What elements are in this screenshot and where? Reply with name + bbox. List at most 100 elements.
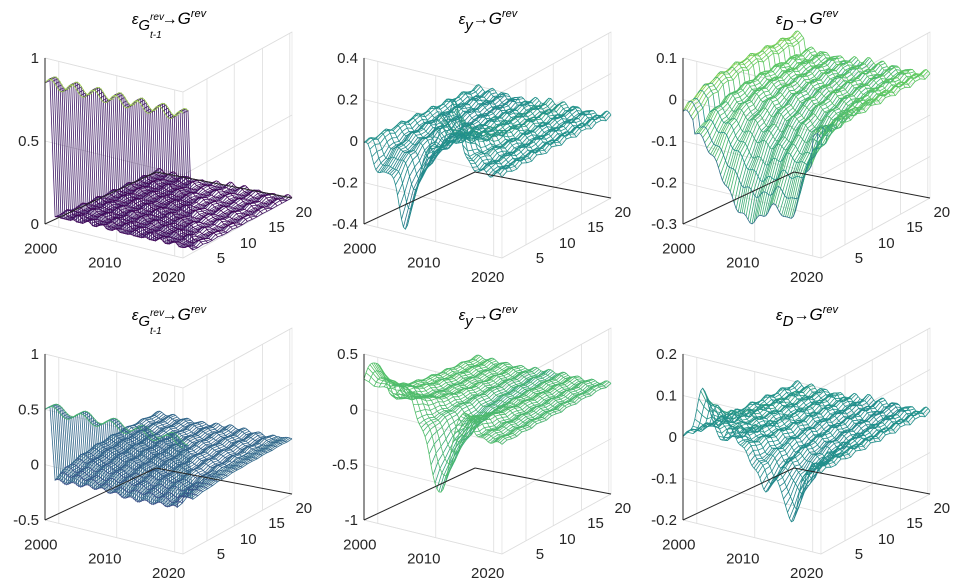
z-gridline bbox=[363, 197, 612, 259]
surface-mesh bbox=[682, 380, 931, 523]
mesh-line-horizon bbox=[444, 98, 582, 134]
mesh-line-horizon bbox=[414, 113, 552, 149]
y-tick-label: 20 bbox=[295, 204, 312, 221]
y-tick-label: 10 bbox=[559, 531, 576, 548]
title-part: ε bbox=[776, 307, 783, 324]
z-gridline bbox=[363, 327, 612, 389]
mesh-line-horizon bbox=[713, 76, 852, 136]
mesh-line-horizon bbox=[444, 368, 582, 400]
mesh-line-horizon bbox=[80, 453, 218, 485]
z-gridline bbox=[363, 31, 612, 93]
mesh-line-horizon bbox=[697, 90, 837, 166]
y-tick-label: 5 bbox=[855, 250, 863, 267]
mesh-line-horizon bbox=[135, 179, 273, 209]
title-part: y bbox=[464, 17, 474, 34]
mesh-line-horizon bbox=[778, 387, 916, 422]
mesh-line-horizon bbox=[70, 463, 208, 492]
title-part: ε bbox=[776, 11, 783, 28]
mesh-line-horizon bbox=[135, 422, 273, 451]
title-part: G bbox=[138, 17, 150, 34]
y-tick-label: 5 bbox=[855, 546, 863, 563]
z-tick-label: -0.4 bbox=[332, 216, 358, 233]
mesh-line-horizon bbox=[125, 182, 263, 214]
mesh-line-horizon bbox=[728, 66, 866, 117]
z-tick-label: 0.5 bbox=[18, 133, 39, 150]
mesh-line-horizon bbox=[429, 374, 567, 408]
mesh-line-horizon bbox=[459, 91, 597, 126]
y-tick-label: 15 bbox=[906, 515, 923, 532]
title-part: D bbox=[783, 17, 794, 34]
surface-mesh bbox=[363, 354, 612, 493]
y-tick-label: 10 bbox=[240, 235, 257, 252]
mesh-line-horizon bbox=[59, 212, 198, 248]
z-tick-label: 0.1 bbox=[656, 388, 677, 405]
z-tick-label: -0.2 bbox=[651, 175, 677, 192]
mesh-line-horizon bbox=[100, 441, 238, 471]
mesh-line-horizon bbox=[59, 472, 199, 505]
z-gridline bbox=[44, 114, 293, 176]
mesh-line-horizon bbox=[75, 458, 213, 490]
z-gridline bbox=[682, 156, 931, 217]
mesh-line-horizon bbox=[712, 409, 852, 465]
x-tick-label: 2000 bbox=[24, 240, 57, 257]
surface-mesh bbox=[44, 76, 293, 251]
mesh-line-horizon bbox=[145, 174, 283, 204]
mesh-line-horizon bbox=[748, 401, 886, 439]
title-part: ε bbox=[459, 307, 466, 324]
mesh-line-horizon bbox=[424, 377, 562, 413]
mesh-line-horizon bbox=[682, 109, 822, 225]
mesh-line-horizon bbox=[65, 466, 203, 499]
z-gridline bbox=[682, 197, 931, 259]
z-tick-label: 1 bbox=[31, 346, 39, 363]
panel-5: -1 -0.5 0 0.5 2000 2010 2020 5 10 15 20 εy→Grev bbox=[332, 304, 631, 581]
y-tick-label: 10 bbox=[878, 235, 895, 252]
mesh-line-horizon bbox=[140, 418, 278, 448]
title-part: t-1 bbox=[150, 30, 162, 41]
mesh-line-horizon bbox=[363, 99, 503, 230]
x-tick-label: 2010 bbox=[726, 551, 759, 568]
mesh-line-horizon bbox=[702, 83, 842, 156]
z-gridline bbox=[363, 382, 612, 444]
mesh-line-horizon bbox=[474, 84, 612, 118]
y-tick-label: 15 bbox=[906, 219, 923, 236]
mesh-line-horizon bbox=[707, 82, 847, 144]
z-tick-label: -0.1 bbox=[651, 133, 677, 150]
mesh-line-horizon bbox=[378, 379, 518, 453]
mesh-line-horizon bbox=[783, 38, 921, 80]
y-tick-label: 10 bbox=[240, 531, 257, 548]
x-axis-front bbox=[44, 171, 157, 225]
mesh-line-horizon bbox=[150, 414, 288, 443]
mesh-line-horizon bbox=[393, 383, 532, 429]
y-tick-label: 20 bbox=[295, 500, 312, 517]
mesh-line-horizon bbox=[155, 410, 293, 440]
x-axis-front bbox=[363, 467, 476, 521]
title-part: → bbox=[473, 307, 489, 324]
z-gridline bbox=[363, 156, 612, 217]
mesh-line-horizon bbox=[723, 71, 861, 122]
mesh-line-horizon bbox=[404, 121, 542, 155]
mesh-line-horizon bbox=[49, 76, 189, 117]
surface-mesh bbox=[44, 403, 293, 509]
z-tick-label: -0.5 bbox=[332, 457, 358, 474]
mesh-line-horizon bbox=[718, 412, 857, 462]
panel-title: εD→Grev bbox=[776, 304, 839, 330]
mesh-line-horizon bbox=[90, 447, 228, 477]
y-axis-front bbox=[793, 171, 931, 199]
mesh-line-horizon bbox=[145, 417, 283, 445]
y-tick-label: 15 bbox=[587, 219, 604, 236]
x-tick-label: 2020 bbox=[790, 565, 823, 581]
z-gridline bbox=[44, 327, 293, 389]
panel-title: εD→Grev bbox=[776, 8, 839, 34]
z-gridline bbox=[363, 493, 612, 555]
y-axis-front bbox=[474, 171, 612, 199]
mesh-line-horizon bbox=[394, 125, 533, 162]
mesh-line-horizon bbox=[733, 61, 871, 115]
title-part: → bbox=[162, 11, 178, 28]
x-tick-label: 2010 bbox=[88, 255, 121, 272]
mesh-line-horizon bbox=[64, 209, 204, 245]
mesh-line-horizon bbox=[55, 216, 194, 251]
mesh-line-horizon bbox=[75, 206, 213, 241]
x-tick-label: 2000 bbox=[662, 240, 695, 257]
mesh-line-horizon bbox=[748, 52, 886, 103]
